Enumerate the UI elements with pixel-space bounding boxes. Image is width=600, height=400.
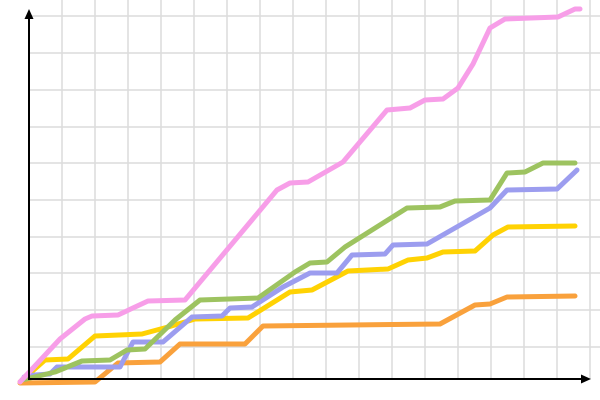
series-line-periwinkle — [21, 167, 580, 380]
x-axis-arrowhead — [581, 374, 591, 384]
series-line-pink — [17, 6, 583, 385]
series-line-green — [19, 160, 578, 383]
series-line-gold — [17, 223, 578, 385]
y-axis-arrowhead — [24, 9, 34, 19]
